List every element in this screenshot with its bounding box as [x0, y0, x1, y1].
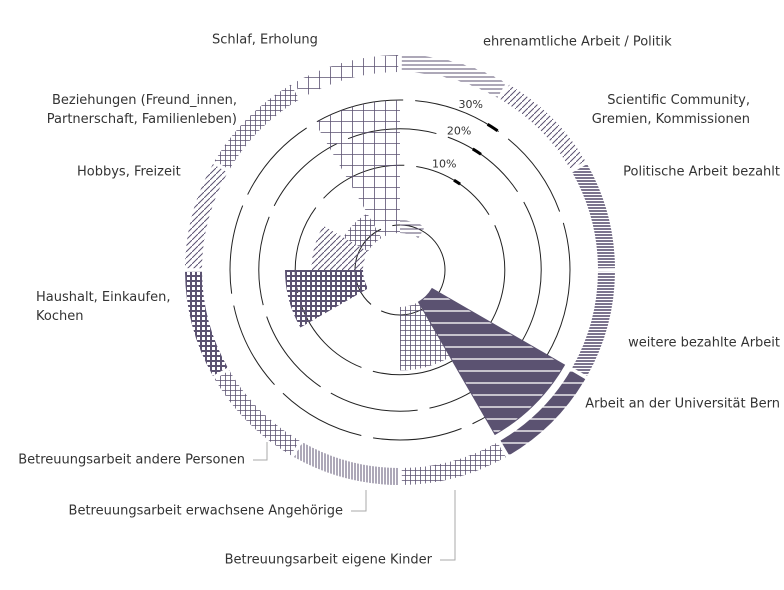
- category-label: Betreuungsarbeit andere Personen: [18, 453, 245, 468]
- category-label: Betreuungsarbeit erwachsene Angehörige: [69, 504, 343, 519]
- category-label: ehrenamtliche Arbeit / Politik: [483, 35, 672, 50]
- r-tick: [486, 122, 499, 132]
- wedge: [311, 225, 368, 270]
- category-label: Hobbys, Freizeit: [77, 165, 181, 180]
- wedge: [343, 213, 382, 252]
- r-tick-label: 10%: [432, 158, 456, 171]
- legend-band: [401, 442, 506, 485]
- category-label: Arbeit an der Universität Bern: [585, 397, 780, 412]
- legend-band: [214, 84, 300, 170]
- legend-band: [294, 55, 399, 98]
- category-label: weitere bezahlte Arbeit: [628, 336, 780, 351]
- wedge: [285, 270, 368, 328]
- wedge: [400, 220, 425, 238]
- r-tick-label: 30%: [459, 98, 483, 111]
- wedge: [400, 302, 451, 371]
- legend-band: [401, 55, 506, 98]
- leader-line: [253, 442, 268, 461]
- category-label: Scientific Community, Gremien, Kommission…: [592, 93, 750, 127]
- legend-band: [294, 442, 399, 485]
- r-tick-label: 20%: [447, 124, 471, 137]
- category-label: Beziehungen (Freund_innen, Partnerschaft,…: [47, 93, 237, 127]
- category-label: Betreuungsarbeit eigene Kinder: [225, 553, 433, 568]
- category-label: Schlaf, Erholung: [212, 33, 318, 48]
- r-tick: [453, 178, 461, 186]
- legend-band: [572, 164, 615, 269]
- wedge: [315, 100, 400, 238]
- wedge: [417, 287, 566, 436]
- legend-band: [185, 271, 228, 376]
- category-label: Haushalt, Einkaufen, Kochen: [36, 290, 170, 324]
- leader-line: [351, 490, 367, 512]
- legend-band: [185, 164, 228, 269]
- legend-band: [500, 84, 586, 170]
- legend-band: [572, 271, 615, 376]
- leader-line: [440, 490, 456, 561]
- legend-band: [500, 370, 586, 456]
- legend-band: [214, 370, 300, 456]
- category-label: Politische Arbeit bezahlt: [623, 165, 780, 180]
- r-tick: [471, 147, 482, 156]
